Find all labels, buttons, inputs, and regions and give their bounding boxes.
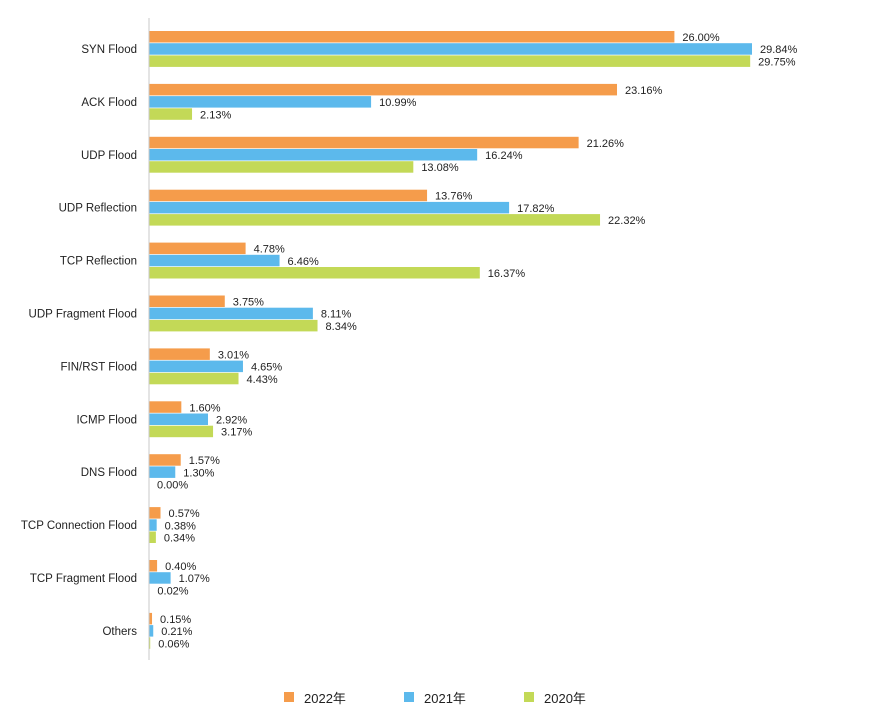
bar-icmp-flood-2021	[149, 413, 209, 425]
value-label-icmp-flood-2022: 1.60%	[189, 402, 220, 414]
value-label-fin-rst-flood-2022: 3.01%	[218, 349, 249, 361]
legend-label-2020: 2020年	[544, 690, 586, 706]
category-label-ack-flood: ACK Flood	[81, 97, 137, 109]
bar-udp-flood-2020	[149, 161, 414, 173]
category-label-fin-rst-flood: FIN/RST Flood	[61, 361, 137, 373]
value-label-dns-flood-2020: 0.00%	[157, 480, 188, 492]
category-label-icmp-flood: ICMP Flood	[76, 414, 137, 426]
value-label-udp-fragment-flood-2021: 8.11%	[321, 309, 352, 321]
value-label-ack-flood-2021: 10.99%	[379, 97, 417, 109]
value-label-others-2021: 0.21%	[161, 626, 192, 638]
value-label-syn-flood-2020: 29.75%	[758, 56, 796, 68]
legend-swatch-2020	[524, 692, 534, 702]
category-label-tcp-reflection: TCP Reflection	[60, 256, 137, 268]
bar-syn-flood-2020	[149, 55, 751, 67]
bar-tcp-connection-flood-2022	[149, 507, 161, 519]
legend-label-2022: 2022年	[304, 690, 346, 706]
bar-udp-fragment-flood-2022	[149, 295, 225, 307]
value-label-tcp-reflection-2021: 6.46%	[288, 256, 319, 268]
value-label-tcp-connection-flood-2022: 0.57%	[169, 508, 200, 520]
category-label-dns-flood: DNS Flood	[81, 467, 137, 479]
value-label-tcp-reflection-2020: 16.37%	[488, 268, 526, 280]
category-label-tcp-connection-flood: TCP Connection Flood	[21, 520, 137, 532]
value-label-tcp-fragment-flood-2022: 0.40%	[165, 561, 196, 573]
bar-ack-flood-2020	[149, 108, 193, 120]
bar-chart: SYN Flood 26.00% 29.84%29.75% ACK Flood 23.1…	[21, 18, 798, 660]
category-label-udp-flood: UDP Flood	[81, 150, 137, 162]
legend-swatch-2022	[284, 692, 294, 702]
legend: 2022年 2021年 2020年	[0, 686, 885, 710]
bar-syn-flood-2021	[149, 43, 752, 55]
bar-fin-rst-flood-2020	[149, 372, 239, 385]
value-label-icmp-flood-2021: 2.92%	[216, 415, 247, 427]
bar-tcp-fragment-flood-2022	[149, 560, 158, 572]
category-label-others: Others	[102, 626, 137, 638]
value-label-tcp-connection-flood-2021: 0.38%	[165, 520, 196, 532]
value-label-fin-rst-flood-2021: 4.65%	[251, 362, 282, 374]
bar-icmp-flood-2020	[149, 425, 214, 438]
value-label-ack-flood-2020: 2.13%	[200, 109, 231, 121]
value-label-udp-flood-2020: 13.08%	[421, 162, 459, 174]
value-label-syn-flood-2022: 26.00%	[682, 32, 720, 44]
value-label-others-2020: 0.06%	[158, 638, 189, 650]
legend-item-2022: 2022年	[284, 686, 346, 708]
value-label-tcp-fragment-flood-2021: 1.07%	[179, 573, 210, 585]
value-label-fin-rst-flood-2020: 4.43%	[247, 374, 278, 386]
value-label-udp-reflection-2021: 17.82%	[517, 203, 555, 215]
bar-tcp-connection-flood-2021	[149, 519, 157, 531]
bar-ack-flood-2022	[149, 83, 618, 96]
bar-others-2020	[149, 637, 151, 649]
bar-syn-flood-2022	[149, 31, 675, 43]
bar-tcp-reflection-2022	[149, 242, 246, 255]
bar-udp-fragment-flood-2020	[149, 319, 318, 332]
category-label-udp-fragment-flood: UDP Fragment Flood	[29, 308, 137, 320]
bar-udp-flood-2021	[149, 149, 478, 161]
bar-fin-rst-flood-2021	[149, 360, 243, 373]
bar-udp-fragment-flood-2021	[149, 307, 313, 320]
category-label-syn-flood: SYN Flood	[81, 44, 137, 56]
legend-item-2020: 2020年	[524, 686, 586, 708]
bar-dns-flood-2021	[149, 466, 176, 478]
value-label-icmp-flood-2020: 3.17%	[221, 427, 252, 439]
value-label-tcp-connection-flood-2020: 0.34%	[164, 533, 195, 545]
value-label-tcp-reflection-2022: 4.78%	[254, 244, 285, 256]
category-label-udp-reflection: UDP Reflection	[59, 203, 137, 215]
bar-tcp-fragment-flood-2021	[149, 572, 171, 584]
value-label-others-2022: 0.15%	[160, 614, 191, 626]
bar-others-2022	[149, 612, 153, 625]
bar-tcp-reflection-2021	[149, 254, 280, 267]
value-label-dns-flood-2022: 1.57%	[189, 455, 220, 467]
legend-swatch-2021	[404, 692, 414, 702]
value-label-udp-reflection-2020: 22.32%	[608, 215, 646, 227]
bar-fin-rst-flood-2022	[149, 348, 210, 360]
value-label-udp-reflection-2022: 13.76%	[435, 191, 473, 203]
bar-icmp-flood-2022	[149, 401, 182, 413]
bar-udp-reflection-2022	[149, 189, 428, 202]
bar-udp-flood-2022	[149, 136, 579, 149]
bar-others-2021	[149, 625, 154, 637]
value-label-ack-flood-2022: 23.16%	[625, 85, 663, 97]
bar-dns-flood-2022	[149, 454, 181, 466]
value-label-udp-flood-2022: 21.26%	[587, 138, 625, 150]
bar-ack-flood-2021	[149, 96, 372, 108]
bar-tcp-reflection-2020	[149, 267, 480, 279]
category-label-tcp-fragment-flood: TCP Fragment Flood	[30, 573, 137, 585]
value-label-udp-flood-2021: 16.24%	[485, 150, 523, 162]
value-label-syn-flood-2021: 29.84%	[760, 44, 798, 56]
legend-item-2021: 2021年	[404, 686, 466, 708]
bar-tcp-connection-flood-2020	[149, 531, 156, 543]
value-label-udp-fragment-flood-2020: 8.34%	[326, 321, 357, 333]
legend-label-2021: 2021年	[424, 690, 466, 706]
value-label-dns-flood-2021: 1.30%	[183, 467, 214, 479]
bar-udp-reflection-2020	[149, 214, 601, 226]
value-label-tcp-fragment-flood-2020: 0.02%	[157, 585, 188, 597]
bar-udp-reflection-2021	[149, 201, 510, 214]
value-label-udp-fragment-flood-2022: 3.75%	[233, 297, 264, 309]
